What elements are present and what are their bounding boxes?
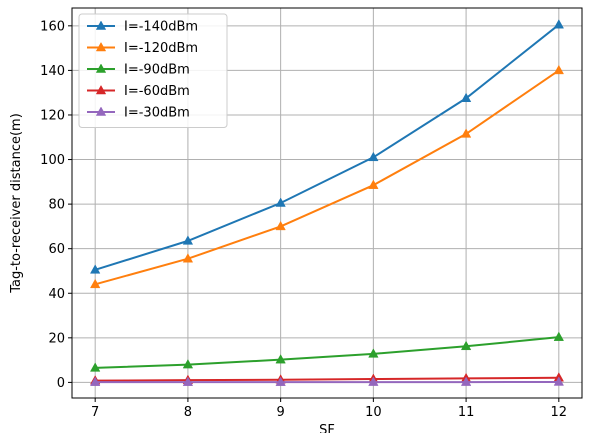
plot-series — [90, 19, 564, 386]
data-point-marker — [90, 264, 101, 274]
data-point-marker — [368, 151, 379, 162]
y-tick-label: 40 — [48, 287, 65, 302]
y-tick-label: 0 — [57, 376, 65, 391]
data-point-marker — [553, 19, 564, 29]
legend: I=-140dBm I=-120dBm I=-90dBm I=-60dBm I=-30d… — [78, 13, 228, 128]
legend-item: I=-140dBm — [87, 20, 198, 35]
x-tick-label: 10 — [365, 405, 382, 420]
data-point-marker — [553, 331, 564, 341]
legend-item: I=-60dBm — [87, 84, 190, 99]
series-line — [95, 336, 559, 369]
legend-label: I=-60dBm — [124, 84, 190, 99]
data-point-marker — [460, 376, 472, 386]
y-tick-label: 120 — [40, 108, 65, 123]
legend-label: I=-140dBm — [124, 20, 198, 35]
data-point-marker — [368, 179, 379, 189]
data-point-marker — [90, 278, 101, 289]
data-point-marker — [182, 376, 194, 386]
legend-marker — [95, 63, 107, 73]
y-tick-label: 160 — [40, 19, 65, 34]
data-point-marker — [275, 354, 286, 364]
data-point-marker — [182, 359, 194, 369]
legend-item: I=-30dBm — [87, 106, 190, 121]
legend-marker — [95, 41, 107, 52]
series-1 — [90, 64, 564, 289]
data-point-marker — [275, 220, 286, 231]
x-axis-ticks: 7 8 9 10 11 12 — [91, 398, 567, 420]
data-point-marker — [90, 362, 101, 372]
y-tick-label: 100 — [40, 153, 65, 168]
y-tick-label: 20 — [48, 331, 65, 346]
plot-frame — [71, 7, 583, 399]
legend-label: I=-120dBm — [124, 41, 198, 56]
y-axis-ticks: 0 20 40 60 80 100 120 140 160 — [40, 19, 72, 391]
x-axis-label: SF — [319, 423, 335, 433]
series-line — [95, 376, 559, 382]
series-4 — [90, 376, 564, 386]
data-point-marker — [275, 197, 286, 207]
y-tick-label: 60 — [48, 242, 65, 257]
data-point-marker — [368, 348, 379, 358]
data-point-marker — [460, 92, 472, 103]
legend-item: I=-90dBm — [87, 63, 190, 78]
legend-box — [78, 13, 228, 128]
data-point-marker — [460, 340, 472, 351]
series-line — [94, 69, 560, 286]
legend-marker — [95, 106, 107, 116]
x-tick-label: 12 — [551, 405, 568, 420]
data-point-marker — [460, 128, 472, 138]
legend-label: I=-30dBm — [124, 106, 190, 121]
y-tick-label: 80 — [48, 198, 65, 213]
y-tick-label: 140 — [40, 64, 65, 79]
x-tick-label: 8 — [184, 405, 192, 420]
x-tick-label: 11 — [458, 405, 475, 420]
x-tick-label: 9 — [276, 405, 284, 420]
legend-marker — [95, 20, 107, 30]
data-point-marker — [553, 376, 564, 386]
legend-label: I=-90dBm — [124, 63, 190, 78]
data-point-marker — [182, 253, 194, 263]
series-2 — [90, 331, 564, 372]
data-point-marker — [553, 64, 564, 75]
data-point-marker — [275, 376, 286, 386]
data-point-marker — [368, 376, 379, 386]
data-point-marker — [182, 235, 194, 245]
legend-marker — [95, 84, 107, 95]
y-axis-label: Tag-to-receiver distance(m) — [9, 113, 24, 294]
x-tick-label: 7 — [91, 405, 99, 420]
series-0 — [90, 19, 564, 274]
data-point-marker — [90, 376, 101, 386]
legend-item: I=-120dBm — [87, 41, 198, 56]
series-line — [94, 23, 560, 271]
